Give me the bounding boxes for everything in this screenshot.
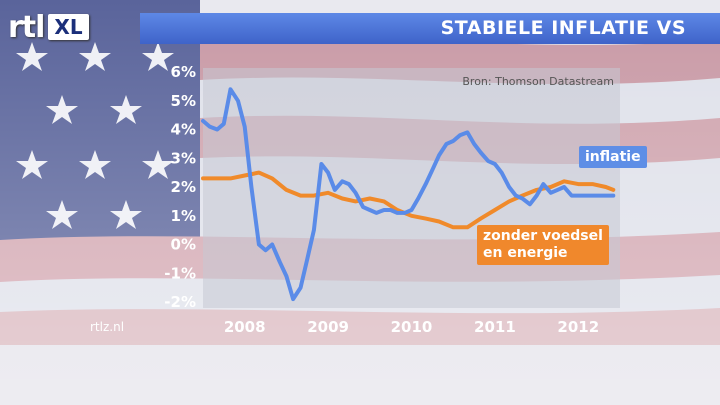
site-url: rtlz.nl: [90, 320, 125, 334]
logo-brand: rtl: [8, 9, 45, 45]
channel-logo: rtl XL: [8, 9, 89, 45]
y-tick-label: 4%: [171, 121, 196, 139]
y-tick-label: 0%: [171, 236, 196, 254]
y-tick-label: -2%: [164, 293, 196, 311]
chart-title: STABIELE INFLATIE VS: [440, 17, 686, 39]
series-label-core: zonder voedsel en energie: [477, 225, 609, 265]
y-tick-label: 2%: [171, 178, 196, 196]
title-bar: STABIELE INFLATIE VS: [140, 13, 720, 44]
y-tick-label: -1%: [164, 264, 196, 282]
logo-sub: XL: [48, 14, 89, 40]
y-tick-label: 5%: [171, 92, 196, 110]
y-tick-label: 6%: [171, 63, 196, 81]
y-tick-label: 3%: [171, 149, 196, 167]
x-tick-label: 2010: [391, 318, 433, 336]
y-tick-label: 1%: [171, 207, 196, 225]
series-line-core: [201, 170, 616, 230]
x-tick-label: 2009: [307, 318, 349, 336]
source-note: Bron: Thomson Datastream: [462, 75, 614, 88]
series-label-inflatie: inflatie: [579, 146, 647, 168]
x-tick-label: 2008: [224, 318, 266, 336]
x-tick-label: 2012: [557, 318, 599, 336]
series-line-inflatie: [201, 87, 616, 302]
x-tick-label: 2011: [474, 318, 516, 336]
